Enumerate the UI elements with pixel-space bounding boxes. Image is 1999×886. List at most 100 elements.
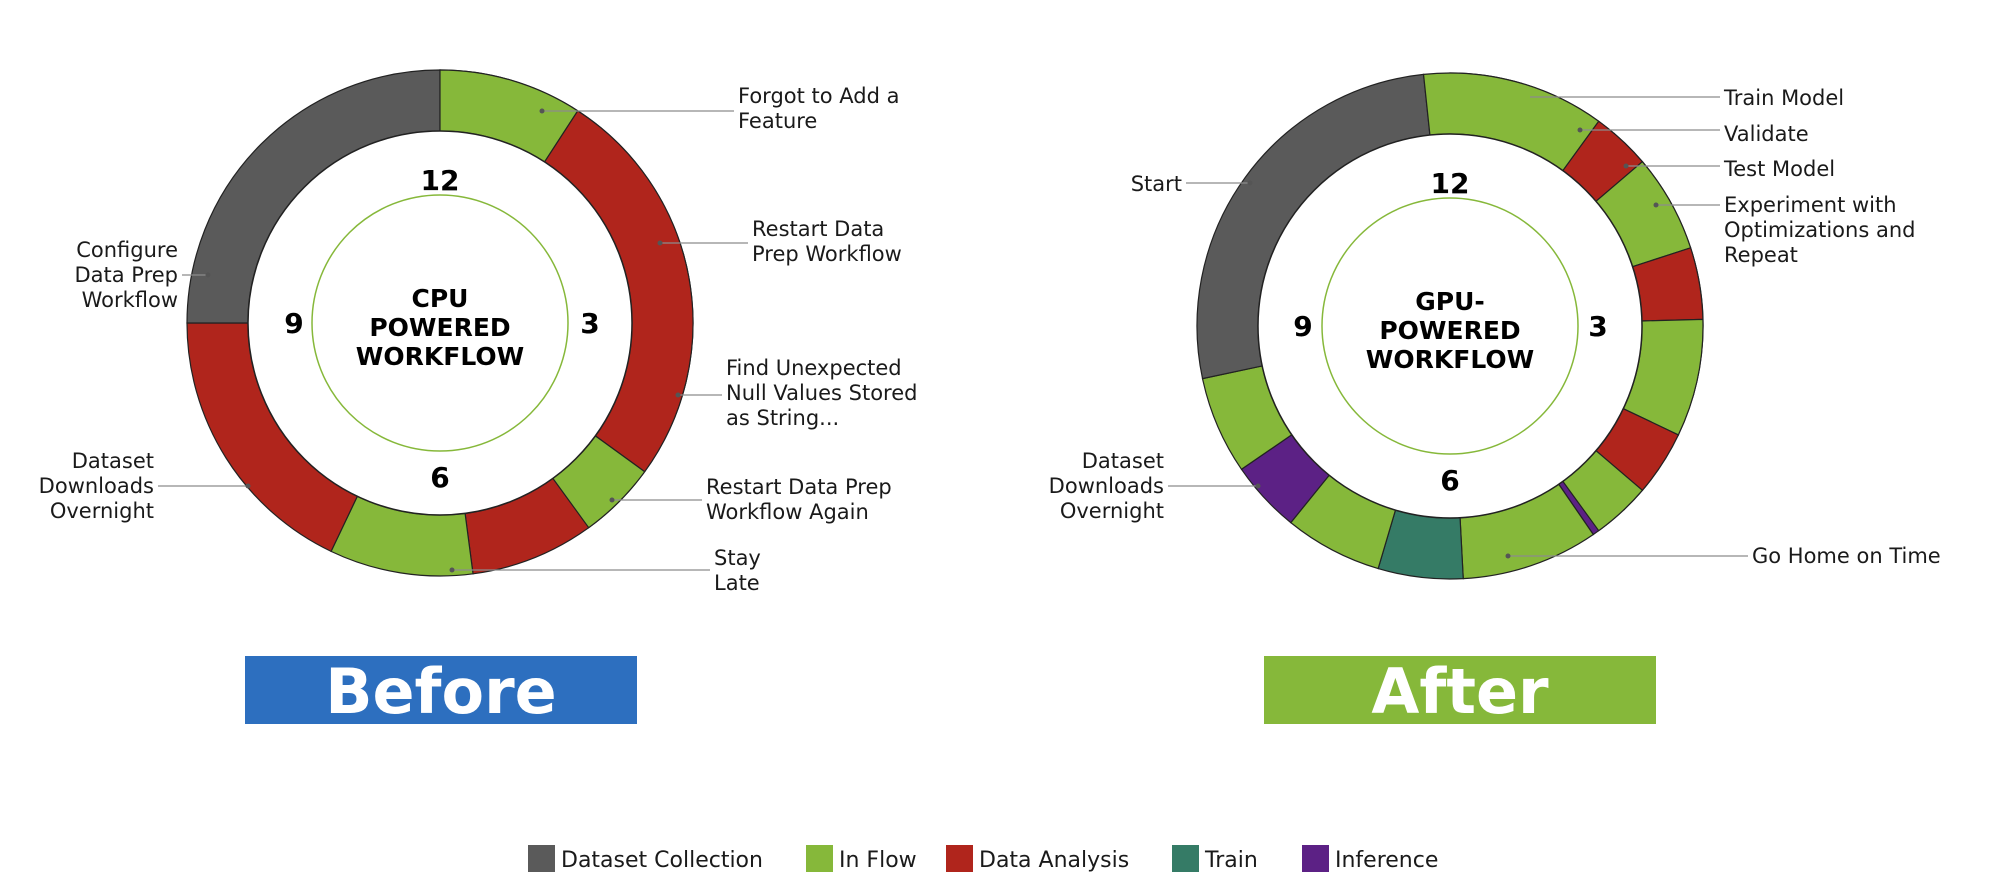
before-annotations: Forgot to Add a Feature Restart Data Prep … [39,84,918,595]
before-clock-6: 6 [430,461,449,494]
annotation-line: Optimizations and [1724,218,1915,242]
annotation-line: Validate [1724,122,1809,146]
legend-item-inference: Inference [1302,845,1438,873]
after-center-line-3: WORKFLOW [1366,345,1534,374]
after-center-line-1: GPU- [1415,287,1485,316]
annotation-line: Restart Data Prep [706,475,892,499]
before-inner-circle [247,130,633,516]
annotation-line: Restart Data [752,217,884,241]
before-clock-9: 9 [284,307,303,340]
annotation-experiment: Experiment with Optimizations and Repeat [1653,193,1915,267]
after-annotations: Train Model Validate Test Model Experime… [1049,86,1941,568]
after-badge-box [1264,656,1656,724]
annotation-line: Repeat [1724,243,1798,267]
legend-item-collection: Dataset Collection [528,845,763,873]
after-clock: 12 3 6 9 GPU- POWERED WORKFLOW [1196,72,1704,580]
annotation-dataset-downloads: Dataset Downloads Overnight [39,449,251,523]
svg-text:Validate: Validate [1724,122,1809,146]
annotation-line: Feature [738,109,817,133]
legend-label-analysis: Data Analysis [979,848,1129,873]
annotation-configure-data-prep: Configure Data Prep Workflow [74,238,211,312]
svg-text:Start: Start [1131,172,1182,196]
after-badge-label: After [1371,655,1549,728]
before-center-ring [311,194,569,452]
after-badge: After [1264,655,1656,728]
annotation-line: Test Model [1723,157,1835,181]
annotation-stay-late: Stay Late [449,546,761,595]
annotation-line: Find Unexpected [726,356,902,380]
after-clock-12: 12 [1431,167,1470,200]
legend: Dataset Collection In Flow Data Analysis… [528,845,1438,873]
legend-swatch-train [1172,845,1199,872]
annotation-line: Dataset [72,449,154,473]
before-center-line-3: WORKFLOW [356,342,524,371]
annotation-line: Experiment with [1724,193,1897,217]
annotation-line: Downloads [1049,474,1164,498]
before-segment-ring [186,69,694,577]
annotation-line: Late [714,571,760,595]
legend-label-inflow: In Flow [839,848,917,873]
annotation-line: Stay [714,546,761,570]
after-center-ring [1321,197,1579,455]
annotation-line: as String... [726,406,839,430]
legend-item-train: Train [1172,845,1258,873]
after-clock-9: 9 [1293,310,1312,343]
before-badge-box [245,656,637,724]
legend-swatch-collection [528,845,555,872]
legend-label-inference: Inference [1335,848,1438,873]
annotation-start: Start [1131,172,1253,196]
annotation-find-null-values: Find Unexpected Null Values Stored as Stri… [675,356,917,430]
legend-swatch-inference [1302,845,1329,872]
annotation-line: Null Values Stored [726,381,917,405]
annotation-line: Workflow [82,288,178,312]
annotation-line: Prep Workflow [752,242,902,266]
legend-item-inflow: In Flow [806,845,917,873]
annotation-line: Go Home on Time [1752,544,1941,568]
annotation-validate: Validate [1577,122,1809,146]
annotation-go-home: Go Home on Time [1505,544,1941,568]
annotation-line: Forgot to Add a [738,84,900,108]
annotation-line: Overnight [1060,499,1164,523]
annotation-test-model: Test Model [1623,157,1835,181]
annotation-line: Overnight [50,499,154,523]
annotation-line: Downloads [39,474,154,498]
legend-label-collection: Dataset Collection [561,848,763,873]
annotation-line: Train Model [1723,86,1844,110]
annotation-restart-again: Restart Data Prep Workflow Again [609,475,892,524]
after-inner-circle [1257,133,1643,519]
svg-text:Test Model: Test Model [1723,157,1835,181]
after-center-line-2: POWERED [1379,316,1520,345]
svg-text:Train Model: Train Model [1723,86,1844,110]
before-center-line-2: POWERED [369,313,510,342]
annotation-line: Dataset [1082,449,1164,473]
legend-item-analysis: Data Analysis [946,845,1129,873]
legend-label-train: Train [1204,848,1258,873]
annotation-line: Start [1131,172,1182,196]
after-clock-3: 3 [1588,310,1607,343]
svg-text:Go Home on Time: Go Home on Time [1752,544,1941,568]
annotation-line: Workflow Again [706,500,869,524]
before-badge: Before [245,655,637,728]
before-clock-3: 3 [580,307,599,340]
legend-swatch-analysis [946,845,973,872]
before-clock: 12 3 6 9 CPU POWERED WORKFLOW [186,69,694,577]
annotation-train-model: Train Model [1530,86,1844,110]
annotation-line: Data Prep [74,263,178,287]
annotation-line: Configure [76,238,178,262]
legend-swatch-inflow [806,845,833,872]
annotation-restart-data-prep: Restart Data Prep Workflow [657,217,902,266]
before-center-line-1: CPU [412,284,469,313]
annotation-dataset-downloads: Dataset Downloads Overnight [1049,449,1261,523]
before-badge-label: Before [325,655,557,728]
after-clock-6: 6 [1440,464,1459,497]
